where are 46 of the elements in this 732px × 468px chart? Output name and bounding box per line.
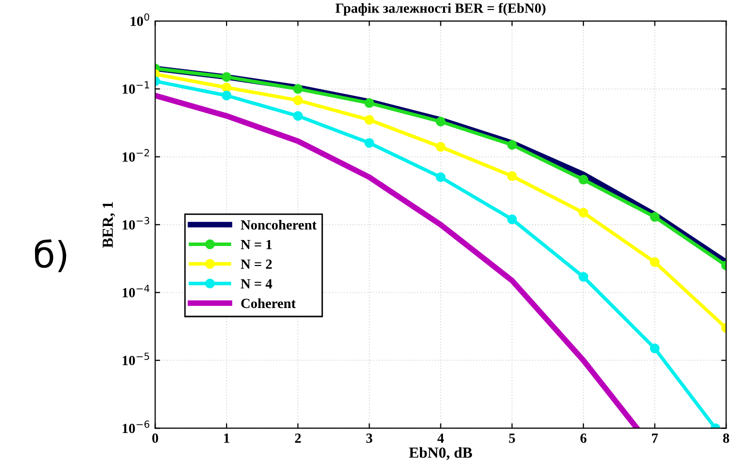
point <box>436 142 446 152</box>
y-tick-label: 10$^{−6}$ <box>122 420 150 434</box>
point <box>650 257 660 268</box>
point <box>507 171 517 181</box>
x-tick-label: 7 <box>652 434 658 443</box>
point <box>578 272 588 282</box>
chart-title: Графік залежності BER = f(EbN0) <box>336 2 546 16</box>
y-tick-label: 10$^{0}$ <box>130 13 150 26</box>
legend-label: N = 1 <box>240 240 272 250</box>
point <box>650 212 660 222</box>
point <box>293 95 303 106</box>
legend-label: N = 4 <box>240 279 272 288</box>
x-tick-label: 4 <box>437 434 444 443</box>
x-tick-label: 3 <box>366 434 372 443</box>
text: б) <box>34 239 66 272</box>
point <box>436 116 446 126</box>
point <box>222 90 232 100</box>
point <box>650 344 660 354</box>
point <box>222 72 232 82</box>
y-tick-label: 10$^{−4}$ <box>122 284 150 298</box>
point <box>578 174 588 185</box>
point <box>364 115 374 125</box>
y-tick-label: 10$^{−5}$ <box>122 352 150 366</box>
point <box>364 138 374 148</box>
point <box>436 172 446 182</box>
point <box>578 208 588 218</box>
point <box>507 214 517 224</box>
y-tick-label: 10$^{−3}$ <box>122 216 150 230</box>
x-tick-label: 0 <box>152 433 158 443</box>
y-tick-label: 10$^{−2}$ <box>122 149 149 162</box>
y-tick-label: 10$^{−1}$ <box>122 81 150 94</box>
point <box>507 140 517 150</box>
x-axis-title: EbN0, dB <box>409 447 472 460</box>
x-tick-label: 1 <box>224 434 230 443</box>
legend-label: Noncoherent <box>240 220 317 230</box>
point <box>293 84 303 94</box>
legend-label: N = 2 <box>240 260 272 269</box>
y-axis-title: BER, 1 <box>102 202 116 248</box>
point <box>364 98 374 108</box>
point <box>222 82 232 92</box>
x-tick-label: 5 <box>509 434 515 443</box>
x-tick-label: 6 <box>580 434 586 443</box>
x-tick-label: 8 <box>723 433 730 443</box>
x-tick-label: 2 <box>295 434 301 443</box>
legend-label: Coherent <box>241 298 296 308</box>
point <box>293 111 303 121</box>
